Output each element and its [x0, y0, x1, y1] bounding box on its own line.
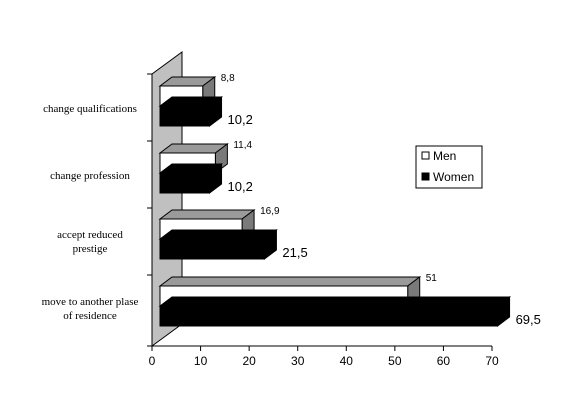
bar-women-front [159, 238, 265, 260]
legend-label-men: Men [433, 149, 456, 163]
x-tick-label: 70 [485, 354, 499, 368]
category-label: accept reduced [57, 229, 123, 241]
bar-women [158, 229, 278, 260]
bar-layer [158, 76, 512, 327]
category-label: change profession [50, 170, 130, 182]
legend: Men Women [415, 145, 483, 189]
bar-women-front [159, 105, 211, 127]
data-label-men: 8,8 [221, 73, 235, 84]
bar-men-top [158, 276, 422, 287]
category-label: prestige [73, 243, 108, 255]
legend-swatch-men [421, 151, 430, 160]
category-label: of residence [63, 310, 117, 322]
data-label-men: 51 [426, 273, 438, 284]
data-label-men: 16,9 [260, 206, 280, 217]
label-layer: change qualifications change profession ac… [42, 73, 541, 327]
category-label: move to another plase [42, 296, 139, 308]
x-tick-label: 10 [194, 354, 208, 368]
x-tick-label: 40 [340, 354, 354, 368]
x-tick-label: 30 [291, 354, 305, 368]
bar-women [158, 296, 512, 327]
bar-women-front [159, 305, 499, 327]
x-tick-label: 20 [242, 354, 256, 368]
x-tick-label: 50 [388, 354, 402, 368]
data-label-women: 10,2 [228, 112, 253, 127]
data-label-women: 69,5 [516, 312, 541, 327]
legend-swatch-women [421, 172, 430, 181]
bar-women [158, 96, 224, 127]
bar-women [158, 163, 224, 194]
x-tick-label: 60 [437, 354, 451, 368]
bar-women-top [158, 296, 512, 307]
data-label-women: 10,2 [228, 179, 253, 194]
x-tick-label: 0 [149, 354, 156, 368]
bar-women-front [159, 172, 211, 194]
data-label-women: 21,5 [282, 245, 307, 260]
axis-layer: 0 10 20 30 40 50 60 70 [147, 73, 499, 368]
data-label-men: 11,4 [233, 140, 252, 151]
bar-women-top [158, 229, 278, 240]
bar-men-top [158, 209, 256, 220]
legend-label-women: Women [433, 170, 474, 184]
category-label: change qualifications [43, 103, 137, 115]
